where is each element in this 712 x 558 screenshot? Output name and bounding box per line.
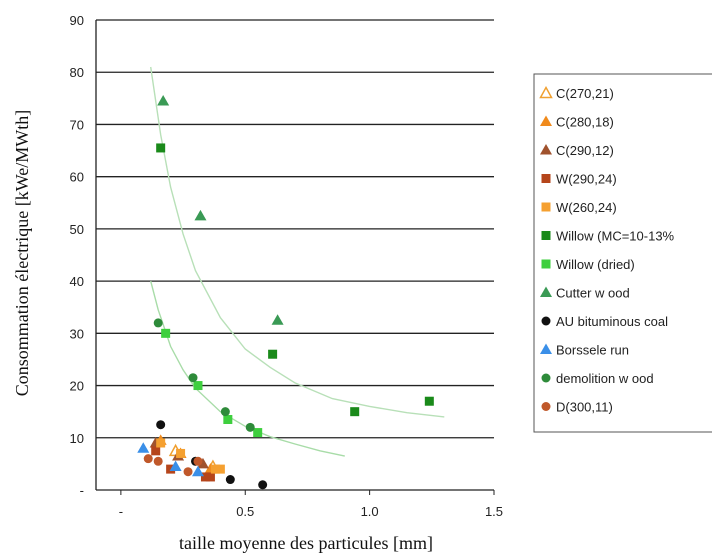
legend-marker — [540, 286, 552, 297]
data-point — [169, 460, 182, 471]
legend-label: Willow (dried) — [556, 257, 635, 272]
data-point — [200, 472, 210, 482]
data-point — [166, 464, 176, 474]
data-point — [188, 373, 198, 383]
data-point — [225, 475, 235, 485]
data-point — [191, 465, 204, 477]
series-11 — [143, 454, 203, 477]
legend-marker — [541, 231, 551, 240]
legend-marker — [541, 402, 551, 411]
y-tick-label: - — [80, 483, 84, 498]
data-point — [156, 143, 166, 153]
y-tick-label: 30 — [70, 326, 84, 341]
y-tick-label: 80 — [70, 65, 84, 80]
series-6 — [161, 328, 263, 438]
x-tick-label: 1.5 — [485, 504, 503, 519]
x-tick-label: 1.0 — [361, 504, 379, 519]
x-tick-labels: - 0.5 1.0 1.5 — [119, 504, 503, 519]
data-points — [137, 94, 434, 490]
data-point — [223, 415, 233, 424]
legend-box — [533, 73, 712, 433]
data-point — [194, 209, 207, 221]
series-9 — [137, 442, 204, 477]
data-point — [271, 314, 284, 325]
legend-marker — [540, 343, 552, 354]
data-point — [151, 446, 161, 456]
series-4 — [156, 438, 225, 474]
data-point — [143, 454, 153, 464]
legend-label: C(270,21) — [556, 86, 614, 101]
y-tick-label: 90 — [70, 13, 84, 28]
data-point — [268, 349, 278, 359]
y-tick-label: 70 — [70, 117, 84, 132]
legend-label: Borssele run — [556, 343, 629, 358]
legend-marker — [539, 85, 553, 99]
data-point — [156, 420, 166, 430]
y-tick-labels: - 10 20 30 40 50 60 70 80 90 — [70, 13, 84, 498]
y-tick-label: 40 — [70, 274, 84, 289]
legend-label: Willow (MC=10-13% — [556, 229, 675, 244]
legend-marker — [540, 115, 552, 126]
data-point — [196, 457, 209, 469]
x-axis-title: taille moyenne des particules [mm] — [179, 533, 433, 553]
series-7 — [157, 94, 284, 325]
data-point — [245, 422, 255, 432]
legend-marker — [541, 202, 551, 212]
data-point — [424, 396, 434, 406]
data-point — [215, 464, 225, 474]
data-point — [350, 407, 360, 417]
data-point — [193, 381, 203, 391]
y-tick-label: 20 — [70, 379, 84, 394]
trendline — [150, 66, 445, 418]
data-point — [153, 456, 163, 466]
legend-marker — [541, 174, 551, 183]
series-5 — [156, 143, 434, 417]
legend-label: demolition w ood — [556, 371, 654, 386]
y-tick-label: 10 — [70, 431, 84, 446]
axes — [95, 20, 495, 495]
data-point — [137, 442, 150, 453]
y-axis-title: Consommation électrique [kWe/MWth] — [12, 110, 32, 396]
data-point — [253, 428, 263, 438]
data-point — [183, 467, 193, 477]
legend-marker — [541, 259, 551, 269]
legend-items: C(270,21) C(280,18) C(290,12) W(290,24) W(26… — [539, 85, 675, 415]
data-point — [205, 472, 215, 482]
y-tick-label: 60 — [70, 170, 84, 185]
legend-label: AU bituminous coal — [556, 314, 668, 329]
series-10 — [153, 318, 255, 432]
data-point — [220, 407, 230, 417]
legend-marker — [540, 144, 552, 155]
x-tick-label: - — [119, 504, 123, 519]
data-point — [193, 456, 203, 466]
legend-label: D(300,11) — [556, 400, 613, 415]
y-tick-label: 50 — [70, 222, 84, 237]
legend-label: W(260,24) — [556, 200, 617, 215]
legend-label: W(290,24) — [556, 172, 617, 187]
data-point — [161, 328, 171, 338]
legend: C(270,21) C(280,18) C(290,12) W(290,24) W(26… — [533, 73, 712, 433]
data-point — [153, 318, 163, 328]
data-point — [210, 464, 220, 474]
series-3 — [151, 446, 215, 482]
legend-marker — [541, 316, 551, 326]
legend-marker — [541, 373, 551, 383]
legend-label: Cutter w ood — [556, 286, 630, 301]
legend-label: C(280,18) — [556, 115, 614, 130]
data-point — [258, 480, 268, 490]
data-point — [176, 448, 186, 458]
data-point — [156, 438, 166, 448]
legend-label: C(290,12) — [556, 143, 614, 158]
series-8 — [156, 420, 268, 490]
x-tick-label: 0.5 — [236, 504, 254, 519]
data-point — [157, 94, 170, 106]
